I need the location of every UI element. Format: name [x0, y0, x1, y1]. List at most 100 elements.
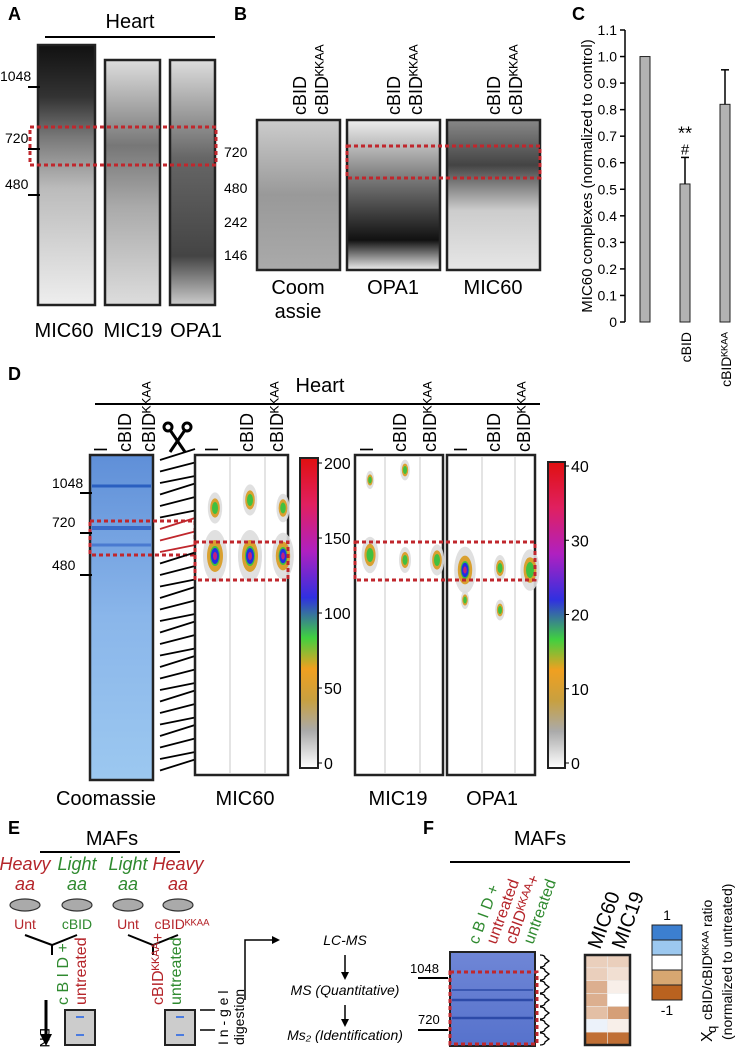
heatmap-cell: [584, 954, 608, 969]
colorbar-label: 50: [324, 681, 342, 698]
y-tick-label: 0.6: [598, 155, 618, 171]
y-tick-label: 0: [609, 314, 617, 330]
slice-line: [159, 716, 196, 726]
slice-line: [159, 634, 196, 645]
lane-label: cBID: [390, 413, 410, 452]
slice-line: [159, 586, 196, 599]
slice-line: [159, 509, 196, 519]
slice-line: [159, 551, 196, 565]
lane-label: cBID: [384, 76, 404, 115]
bar: [719, 103, 731, 323]
aa-label: aa: [168, 874, 188, 894]
gel-strip: [164, 1009, 196, 1046]
marker-label: 480: [224, 180, 248, 196]
slice-line: [159, 475, 196, 484]
y-tick-label: 0.2: [598, 261, 618, 277]
blot-label: MIC60: [464, 277, 523, 299]
blot-label: MIC60: [216, 788, 275, 810]
heatmap-cell: [607, 1006, 631, 1020]
marker-label: 1048: [52, 475, 83, 491]
lane-label: I: [451, 447, 471, 452]
panel-letter: F: [423, 818, 434, 838]
heatmap-cell: [607, 980, 631, 994]
marker-label: 1048: [0, 68, 31, 84]
lane-label: cBID: [237, 413, 257, 452]
x-tick-label: cBID: [678, 332, 694, 362]
blob: [403, 466, 407, 474]
slice-line: [159, 655, 196, 668]
panel-letter: E: [8, 818, 20, 838]
colorbar-label: 10: [571, 682, 589, 699]
blob: [498, 606, 502, 614]
heatmap-cell: [607, 993, 631, 1007]
lane-label: cBIDᴷᴷᴬᴬ: [267, 381, 287, 452]
culture-dishes: [9, 898, 194, 912]
blob: [368, 476, 372, 484]
legend-min: -1: [661, 1002, 674, 1018]
blot-label: OPA1: [466, 788, 518, 810]
y-tick-label: 0.4: [598, 208, 618, 224]
heatmap-cell: [584, 993, 608, 1007]
panel-title: MAFs: [514, 828, 566, 850]
dish-label: Unt: [117, 916, 139, 932]
aa-label: aa: [15, 874, 35, 894]
isotope-label: Light: [108, 854, 148, 874]
marker-label: 1048: [410, 961, 439, 976]
colorbar-label: 0: [571, 756, 580, 773]
marker-label: 720: [224, 144, 248, 160]
legend-max: 1: [663, 907, 671, 923]
panel-title: Heart: [106, 11, 155, 33]
heatmap-legend: [651, 924, 683, 1001]
gel-strip: [64, 1009, 96, 1046]
blot-label: Coom: [271, 277, 324, 299]
slice-line: [159, 482, 196, 496]
lane-label: cBIDᴷᴷᴬᴬ: [420, 381, 440, 452]
slice-line: [159, 737, 196, 749]
heatmap-cell: [607, 1019, 631, 1033]
digestion-label: I n - g e l: [215, 991, 231, 1045]
aa-label: aa: [67, 874, 87, 894]
step-label: Ms₂ (Identification): [287, 1027, 403, 1043]
lane-label: cBID: [484, 413, 504, 452]
slice-line: [159, 496, 196, 507]
heatmap-cell: [584, 1019, 608, 1033]
colorbar-label: 100: [324, 606, 351, 623]
step-label: MS (Quantitative): [291, 982, 400, 998]
mix-label: cBIDᴷᴷᴬᴬ+: [150, 933, 167, 1005]
slice-line: [159, 751, 196, 760]
blob: [213, 552, 217, 560]
blob: [497, 563, 503, 573]
scale-label: q: [704, 1026, 719, 1033]
lane-label: cBIDᴷᴷᴬᴬ: [406, 44, 426, 115]
brace: [539, 954, 551, 968]
scale-label: X: [699, 1031, 716, 1042]
slice-line: [159, 724, 196, 737]
heatmap-cell: [607, 967, 631, 981]
annotation: #: [681, 141, 690, 158]
heatmap-cell: [584, 1031, 608, 1046]
highlight-box: [345, 144, 542, 180]
slice-line: [159, 599, 196, 611]
marker-label: 242: [224, 214, 248, 230]
marker-label: 480: [52, 557, 76, 573]
dish-label: cBIDᴷᴷᴬᴬ: [155, 916, 211, 932]
y-axis-label: MIC60 complexes (normalized to control): [579, 39, 596, 312]
slice-line: [159, 530, 196, 542]
gel-label: Coomassie: [56, 788, 156, 810]
lane-label: OPA1: [170, 320, 222, 342]
dish-label: cBID: [62, 916, 92, 932]
blot: [168, 58, 217, 307]
blob: [463, 566, 467, 574]
slice-line: [159, 544, 196, 553]
blot-label: assie: [275, 301, 322, 323]
blot-label: OPA1: [367, 277, 419, 299]
dish-label: Unt: [14, 916, 36, 932]
lane-label: cBID: [115, 413, 135, 452]
blob: [247, 494, 253, 506]
panel-letter: C: [572, 4, 585, 24]
bnge-arrowhead: [40, 1034, 52, 1046]
flow-lines: [200, 939, 275, 1031]
lane-label: I: [91, 447, 111, 452]
slice-line: [159, 620, 196, 634]
slice-line: [159, 517, 196, 530]
